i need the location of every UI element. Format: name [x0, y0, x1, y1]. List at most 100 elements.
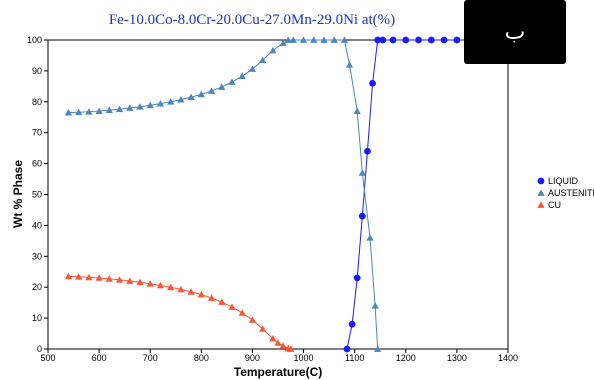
x-tick-label: 1000 [294, 353, 314, 363]
data-point [167, 98, 175, 105]
x-tick-label: 1200 [396, 353, 416, 363]
data-point [238, 72, 246, 80]
data-point [348, 320, 356, 328]
data-point [259, 325, 267, 332]
data-point [105, 275, 113, 282]
data-point [440, 36, 448, 44]
data-point [330, 36, 338, 43]
data-point [248, 65, 257, 72]
data-point [167, 283, 175, 291]
y-tick-label: 70 [32, 128, 42, 138]
y-tick-label: 30 [32, 251, 42, 261]
data-point [156, 281, 165, 289]
data-point [64, 109, 73, 116]
data-point [374, 345, 382, 352]
data-point [115, 105, 124, 113]
series-group [64, 36, 512, 353]
data-point [269, 46, 277, 54]
data-point [389, 36, 397, 44]
legend-item: AUSTENITE [537, 188, 594, 198]
data-point [369, 79, 376, 87]
data-point [279, 342, 287, 349]
data-point [353, 107, 361, 114]
data-point [95, 274, 103, 281]
x-axis: 500 600 700 800 900 1000 1100 1200 1300 1400 [40, 349, 518, 363]
legend-marker [537, 189, 545, 196]
y-tick-label: 0 [37, 344, 42, 354]
legend-label: AUSTENITE [548, 188, 594, 198]
data-point [85, 273, 93, 281]
data-point [187, 288, 195, 295]
legend-marker [537, 177, 545, 185]
data-point [453, 36, 461, 44]
data-point [177, 96, 185, 103]
data-point [379, 36, 387, 44]
data-point [374, 36, 382, 44]
data-point [415, 36, 422, 44]
data-point [358, 212, 366, 220]
data-point [218, 83, 226, 90]
x-tick-label: 1400 [498, 353, 518, 363]
data-point [353, 274, 361, 282]
data-point [343, 345, 351, 353]
data-point [345, 61, 354, 68]
legend: LIQUID AUSTENITE CU [537, 176, 594, 210]
data-point [228, 303, 236, 310]
x-tick-label: 1100 [345, 353, 364, 363]
data-point [228, 78, 236, 85]
data-point [126, 104, 134, 111]
data-point [402, 36, 410, 44]
data-point [177, 285, 185, 293]
legend-item: CU [537, 200, 561, 210]
data-point [156, 100, 165, 107]
data-point [105, 106, 113, 114]
x-tick-label: 700 [143, 353, 158, 363]
data-point [259, 56, 267, 63]
data-point [136, 278, 144, 286]
data-point [85, 108, 93, 115]
data-point [366, 234, 374, 241]
data-point [274, 339, 282, 346]
data-point [146, 101, 154, 109]
y-tick-label: 60 [32, 159, 42, 169]
series-line [68, 275, 291, 350]
data-point [187, 93, 195, 101]
legend-label: CU [548, 200, 561, 210]
data-point [310, 36, 318, 43]
data-point [218, 298, 226, 305]
legend-item: LIQUID [537, 176, 579, 186]
data-point [238, 309, 246, 316]
data-point [146, 280, 154, 287]
data-point [75, 108, 83, 116]
data-point [358, 169, 366, 176]
legend-marker [537, 201, 545, 208]
x-tick-label: 1300 [447, 353, 467, 363]
data-point [126, 277, 134, 284]
data-point [279, 39, 287, 46]
y-tick-label: 40 [32, 220, 42, 230]
x-tick-label: 800 [194, 353, 209, 363]
y-tick-label: 50 [32, 190, 42, 200]
y-tick-label: 90 [32, 66, 42, 76]
x-tick-label: 600 [92, 353, 107, 363]
data-point [299, 36, 308, 43]
data-point [364, 147, 371, 155]
y-tick-label: 20 [32, 282, 42, 292]
series-austenite [64, 36, 382, 352]
data-point [197, 291, 205, 298]
x-tick-label: 900 [245, 353, 260, 363]
y-tick-label: 80 [32, 97, 42, 107]
legend-label: LIQUID [548, 176, 579, 186]
data-point [289, 36, 297, 43]
series-liquid [343, 36, 512, 353]
data-point [287, 345, 295, 352]
data-point [248, 316, 257, 323]
data-point [207, 294, 216, 301]
data-point [197, 90, 205, 98]
data-point [320, 36, 328, 43]
chart-title: Fe-10.0Co-8.0Cr-20.0Cu-27.0Mn-29.0Ni at(… [109, 12, 395, 28]
y-axis: 0 10 20 30 40 50 60 70 80 90 100 [27, 35, 48, 354]
y-axis-title: Wt % Phase [11, 160, 25, 228]
data-point [75, 273, 83, 280]
